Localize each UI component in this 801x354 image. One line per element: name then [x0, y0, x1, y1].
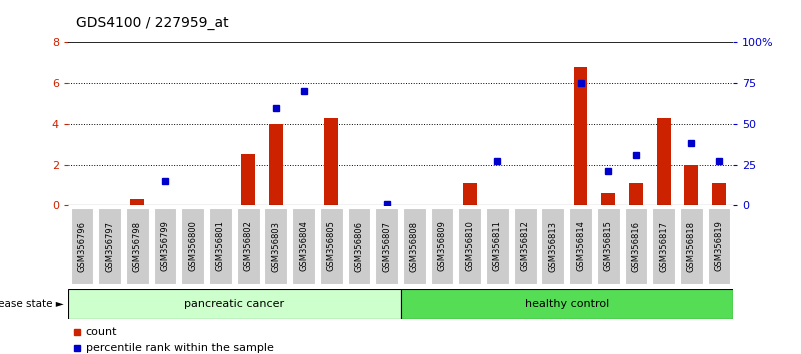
Text: GSM356807: GSM356807 [382, 221, 391, 272]
FancyBboxPatch shape [403, 208, 425, 284]
Bar [131, 199, 144, 205]
FancyBboxPatch shape [320, 208, 343, 284]
Bar [657, 118, 670, 205]
FancyBboxPatch shape [625, 208, 647, 284]
Text: GSM356805: GSM356805 [327, 221, 336, 272]
FancyBboxPatch shape [237, 208, 260, 284]
FancyBboxPatch shape [154, 208, 176, 284]
Bar [629, 183, 643, 205]
Text: count: count [86, 327, 117, 337]
Text: GSM356818: GSM356818 [687, 221, 696, 272]
Text: GSM356819: GSM356819 [714, 221, 723, 272]
FancyBboxPatch shape [376, 208, 398, 284]
Text: GSM356810: GSM356810 [465, 221, 474, 272]
FancyBboxPatch shape [348, 208, 370, 284]
Text: GDS4100 / 227959_at: GDS4100 / 227959_at [76, 16, 229, 30]
Text: GSM356804: GSM356804 [299, 221, 308, 272]
FancyBboxPatch shape [458, 208, 481, 284]
Text: GSM356816: GSM356816 [631, 221, 641, 272]
Text: disease state ►: disease state ► [0, 298, 64, 309]
FancyBboxPatch shape [264, 208, 288, 284]
Text: GSM356806: GSM356806 [355, 221, 364, 272]
Text: GSM356802: GSM356802 [244, 221, 252, 272]
Bar [269, 124, 283, 205]
Text: GSM356797: GSM356797 [105, 221, 114, 272]
FancyBboxPatch shape [597, 208, 620, 284]
FancyBboxPatch shape [70, 208, 93, 284]
Text: GSM356809: GSM356809 [437, 221, 446, 272]
Bar [324, 118, 338, 205]
Text: GSM356798: GSM356798 [133, 221, 142, 272]
Bar [684, 165, 698, 205]
FancyBboxPatch shape [486, 208, 509, 284]
FancyBboxPatch shape [99, 208, 121, 284]
Bar [712, 183, 726, 205]
FancyBboxPatch shape [652, 208, 675, 284]
Text: healthy control: healthy control [525, 298, 609, 309]
Text: GSM356813: GSM356813 [549, 221, 557, 272]
Text: percentile rank within the sample: percentile rank within the sample [86, 343, 274, 353]
FancyBboxPatch shape [126, 208, 149, 284]
Bar [241, 154, 255, 205]
FancyBboxPatch shape [431, 208, 453, 284]
FancyBboxPatch shape [570, 208, 592, 284]
FancyBboxPatch shape [68, 289, 400, 319]
FancyBboxPatch shape [292, 208, 315, 284]
Text: GSM356814: GSM356814 [576, 221, 585, 272]
Text: GSM356812: GSM356812 [521, 221, 529, 272]
Text: GSM356796: GSM356796 [78, 221, 87, 272]
Text: GSM356801: GSM356801 [216, 221, 225, 272]
Text: GSM356811: GSM356811 [493, 221, 502, 272]
Text: GSM356799: GSM356799 [160, 221, 170, 272]
Text: GSM356817: GSM356817 [659, 221, 668, 272]
FancyBboxPatch shape [181, 208, 204, 284]
Bar [602, 193, 615, 205]
Bar [574, 67, 587, 205]
Text: GSM356803: GSM356803 [272, 221, 280, 272]
Text: GSM356800: GSM356800 [188, 221, 197, 272]
FancyBboxPatch shape [400, 289, 733, 319]
FancyBboxPatch shape [680, 208, 702, 284]
FancyBboxPatch shape [541, 208, 564, 284]
Text: pancreatic cancer: pancreatic cancer [184, 298, 284, 309]
Bar [463, 183, 477, 205]
FancyBboxPatch shape [708, 208, 731, 284]
FancyBboxPatch shape [513, 208, 537, 284]
Text: GSM356808: GSM356808 [410, 221, 419, 272]
Text: GSM356815: GSM356815 [604, 221, 613, 272]
FancyBboxPatch shape [209, 208, 231, 284]
